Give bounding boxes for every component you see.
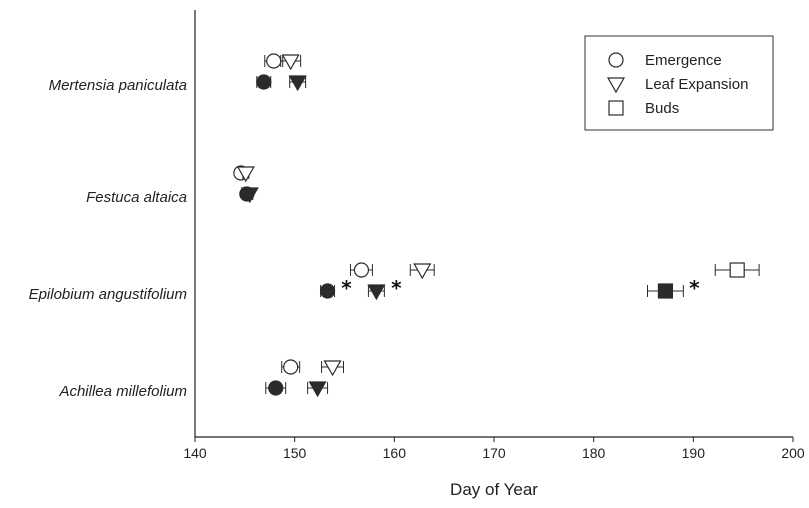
legend-marker-circle [608,52,624,68]
data-point [319,283,336,299]
marker-triangle-down [240,187,259,204]
marker-triangle-down [413,263,432,280]
marker-triangle-down [288,75,307,92]
x-tick-label: 180 [582,445,606,461]
x-tick-label: 190 [682,445,706,461]
data-point [265,380,287,396]
marker-circle [256,74,272,90]
data-point [714,262,760,278]
legend-label: Buds [645,100,679,117]
data-point [321,360,345,377]
category-labels: Mertensia paniculata Festuca altaica Epilo… [29,77,187,400]
x-tick-label: 170 [482,445,506,461]
category-label: Epilobium angustifolium [29,286,187,303]
data-point [646,283,684,299]
marker-triangle-down [308,381,327,398]
x-tick-label: 150 [283,445,307,461]
data-point [349,262,373,278]
data-point [367,284,386,301]
legend-marker-triangle-down [606,77,626,94]
category-label: Festuca altaica [86,189,187,206]
data-point [409,263,435,280]
marker-circle [353,262,370,278]
data-point [307,381,329,398]
marker-square [657,283,674,299]
data-point [280,54,302,71]
legend-marker-square [608,100,624,116]
data-point [264,53,284,69]
category-label: Mertensia paniculata [49,77,187,94]
marker-triangle-down [281,54,300,71]
marker-triangle-down [236,166,255,183]
marker-circle [268,380,284,396]
legend-label: Leaf Expansion [645,76,748,93]
data-point [281,359,301,375]
marker-circle [266,53,282,69]
data-point [236,166,255,183]
data-marks: * * * [233,53,760,398]
marker-circle [283,359,299,375]
data-point [240,187,259,204]
data-point [256,74,272,90]
marker-triangle-down [323,360,342,377]
legend-label: Emergence [645,52,722,69]
marker-triangle-down [367,284,386,301]
significance-asterisk: * [391,276,402,300]
significance-asterisk: * [689,276,700,300]
marker-square [729,262,745,278]
legend: Emergence Leaf Expansion Buds [584,35,774,131]
x-tick-label: 140 [183,445,207,461]
significance-asterisk: * [341,276,352,300]
x-axis-title: Day of Year [450,480,538,499]
data-point [288,75,307,92]
category-label: Achillea millefolium [58,383,187,400]
axes: 140 150 160 170 180 190 200 Day of Year [183,10,805,499]
x-tick-label: 160 [383,445,407,461]
marker-circle [319,283,336,299]
x-tick-label: 200 [781,445,805,461]
